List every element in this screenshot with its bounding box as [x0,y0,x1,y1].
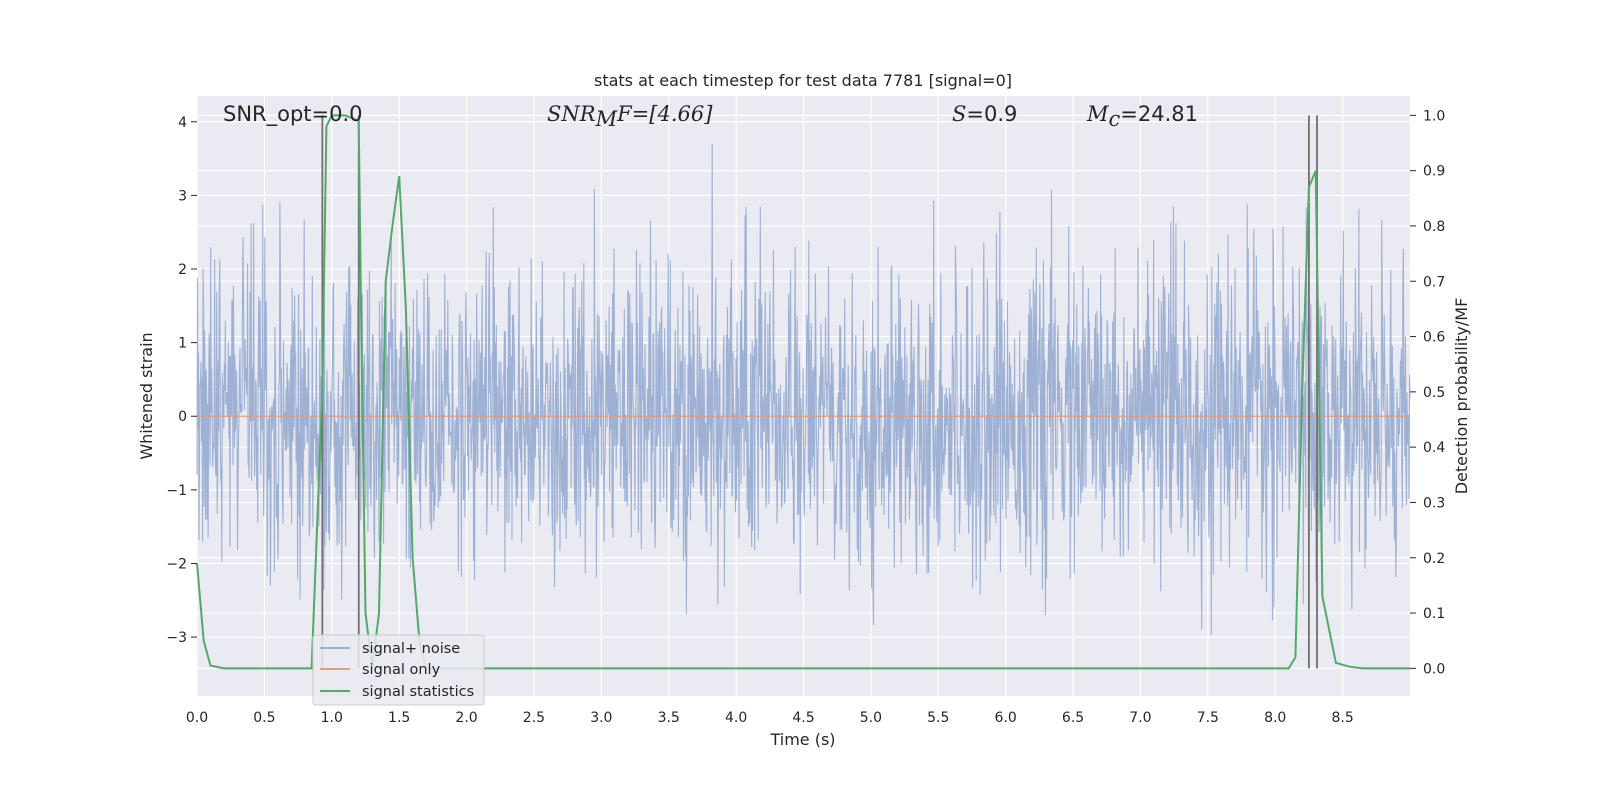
x-axis-label: Time (s) [769,730,835,749]
x-tick-label: 8.0 [1264,710,1286,726]
signal-statistics-line [196,114,1410,670]
y-right-tick-label: 0.4 [1423,440,1445,456]
y-ticks-right: 0.0 0.1 0.2 0.3 0.4 0.5 0.6 0.7 0.8 0.9 1.0 [1410,108,1445,677]
legend-box [312,634,485,706]
x-tick-label: 7.5 [1197,710,1219,726]
x-tick-label: 1.5 [388,710,410,726]
y-right-tick-label: 1.0 [1423,108,1445,124]
x-tick-label: 7.0 [1129,710,1151,726]
y-tick-label: −2 [166,556,187,572]
x-tick-label: 3.5 [658,710,680,726]
x-tick-label: 6.5 [1062,710,1084,726]
y-tick-label: 3 [178,188,187,204]
x-tick-label: 5.0 [860,710,882,726]
annotation-s: S=0.9 [952,102,1017,126]
annotation-mc: Mc=24.81 [1086,102,1198,131]
x-tick-label: 4.0 [725,710,747,726]
legend-label-signal-only: signal only [362,662,441,678]
y-right-tick-label: 0.8 [1423,219,1445,235]
x-tick-label: 3.0 [590,710,612,726]
y-tick-label: −3 [166,630,187,646]
y-right-tick-label: 0.6 [1423,330,1445,346]
y-right-tick-label: 0.0 [1423,661,1445,677]
x-tick-label: 2.5 [523,710,545,726]
x-tick-label: 2.0 [455,710,477,726]
y-right-tick-label: 0.7 [1423,274,1445,290]
y-axis-label: Whitened strain [137,332,156,459]
x-tick-label: 5.5 [927,710,949,726]
y-tick-label: 1 [178,336,187,352]
y-right-tick-label: 0.5 [1423,385,1445,401]
y-right-tick-label: 0.9 [1423,164,1445,180]
signal-noise-series [196,143,1411,636]
x-ticks: 0.0 0.5 1.0 1.5 2.0 2.5 3.0 3.5 4.0 4.5 5.0 5.5 6.0 6… [186,710,1354,726]
y-axis-label-right: Detection probability/MF [1452,298,1471,495]
chart-title: stats at each timestep for test data 778… [594,71,1012,90]
y-right-tick-label: 0.2 [1423,551,1445,567]
x-tick-label: 1.0 [321,710,343,726]
x-tick-label: 4.5 [792,710,814,726]
y-tick-label: 4 [178,115,187,131]
y-ticks-left: −3 −2 −1 0 1 2 3 4 [166,115,197,646]
y-tick-label: 0 [178,409,187,425]
legend-label-signal-statistics: signal statistics [362,684,474,700]
x-tick-label: 6.0 [995,710,1017,726]
signal-statistics-series [196,114,1410,670]
x-tick-label: 0.0 [186,710,208,726]
x-tick-label: 0.5 [253,710,275,726]
legend-label-signal-noise: signal+ noise [362,641,460,657]
y-right-tick-label: 0.3 [1423,495,1445,511]
annotation-snr-mf: SNRMF=[4.66] [547,102,713,131]
x-tick-label: 8.5 [1331,710,1353,726]
signal-noise-line [196,143,1411,636]
legend: signal+ noise signal only signal statist… [312,634,485,706]
y-tick-label: −1 [166,483,187,499]
annotation-snr-opt: SNR_opt=0.0 [223,102,363,127]
y-right-tick-label: 0.1 [1423,606,1445,622]
y-tick-label: 2 [178,262,187,278]
